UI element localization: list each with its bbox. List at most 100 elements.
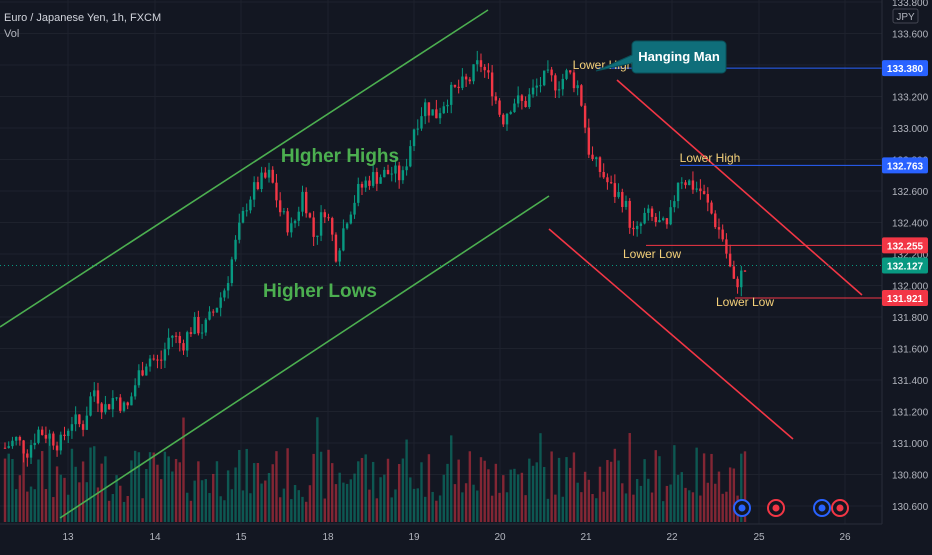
volume-bar: [401, 458, 405, 522]
volume-bar: [635, 478, 639, 522]
candle-body: [241, 210, 245, 223]
candle-body: [661, 218, 665, 221]
callout-bubble: [595, 40, 727, 74]
candle-body: [394, 165, 397, 174]
volume-bar: [245, 448, 248, 522]
volume-bar: [505, 492, 509, 522]
volume-bar: [673, 445, 676, 522]
volume-bar: [360, 457, 364, 522]
candle-body: [93, 390, 96, 397]
candle-body: [409, 146, 412, 167]
volume-bar: [297, 490, 300, 522]
volume-indicator-label[interactable]: Vol: [4, 28, 20, 40]
candle-body: [360, 183, 364, 188]
economic-event-icon[interactable]: [767, 499, 785, 517]
volume-bar: [368, 489, 371, 522]
candle-body: [494, 96, 498, 101]
candle-body: [260, 172, 263, 190]
volume-bar: [219, 496, 222, 522]
volume-bar: [643, 459, 646, 522]
callout-text: Hanging Man: [638, 49, 720, 64]
volume-bar: [606, 460, 609, 522]
price-tick-label: 131.400: [892, 376, 929, 387]
volume-bar: [717, 471, 721, 522]
candle-body: [141, 370, 144, 376]
price-mark-label: 131.921: [887, 294, 924, 305]
volume-bar: [609, 461, 613, 522]
candle-body: [743, 270, 747, 272]
volume-bar: [621, 483, 624, 522]
volume-bar: [267, 473, 271, 522]
candle-body: [193, 316, 196, 334]
candle-body: [420, 116, 423, 129]
price-tick-label: 132.200: [892, 250, 929, 261]
volume-bar: [732, 468, 736, 522]
volume-bar: [706, 482, 710, 522]
volume-bar: [457, 459, 460, 522]
price-mark: 132.763: [882, 157, 928, 174]
volume-bar: [613, 448, 617, 522]
candle-body: [386, 169, 390, 175]
price-tick-label: 133.000: [892, 124, 929, 135]
volume-bar: [278, 497, 282, 522]
price-mark: 132.255: [882, 237, 928, 254]
candle-body: [554, 75, 557, 91]
candle-body: [639, 223, 643, 226]
volume-bar: [189, 500, 193, 522]
candle-body: [126, 402, 129, 406]
volume-bar: [126, 496, 129, 522]
volume-bar: [446, 463, 449, 522]
volume-bar: [561, 496, 564, 522]
price-mark-label: 133.380: [887, 64, 924, 75]
time-tick-label: 15: [235, 532, 247, 543]
economic-event-icon[interactable]: [733, 499, 751, 517]
time-tick-label: 14: [149, 532, 161, 543]
candle-body: [535, 85, 538, 88]
volume-bar: [260, 483, 263, 522]
candle-body: [267, 169, 271, 178]
candle-body: [111, 398, 115, 410]
volume-bar: [22, 448, 25, 522]
volume-bar: [89, 447, 92, 522]
annotation-label: Lower Low: [623, 247, 681, 261]
candle-body: [476, 60, 479, 65]
volume-bar: [349, 479, 353, 522]
volume-bar: [256, 463, 260, 522]
candle-body: [528, 94, 531, 108]
volume-bar: [308, 485, 312, 522]
candle-body: [353, 202, 356, 215]
candle-body: [524, 100, 527, 108]
price-tick-label: 131.600: [892, 345, 929, 356]
currency-label: JPY: [896, 12, 915, 23]
economic-event-icon[interactable]: [813, 499, 831, 517]
volume-bar: [524, 495, 527, 522]
volume-bar: [587, 479, 591, 522]
volume-bar: [487, 469, 490, 522]
volume-bar: [572, 452, 576, 522]
candle-body: [691, 180, 695, 190]
volume-bar: [122, 501, 126, 522]
volume-bar: [200, 480, 204, 522]
candle-body: [561, 78, 564, 90]
volume-bar: [431, 491, 434, 522]
candle-body: [301, 191, 304, 212]
volume-bar: [528, 458, 531, 522]
candle-body: [145, 366, 148, 376]
economic-event-icon[interactable]: [831, 499, 849, 517]
volume-bar: [223, 500, 226, 522]
candle-body: [26, 453, 29, 458]
candle-body: [290, 223, 293, 233]
symbol-title[interactable]: Euro / Japanese Yen, 1h, FXCM: [4, 12, 162, 24]
price-tick-label: 130.600: [892, 502, 929, 513]
candle-body: [100, 403, 103, 413]
candle-body: [680, 182, 683, 184]
volume-bar: [238, 449, 241, 522]
volume-bar: [81, 461, 85, 522]
candle-body: [550, 69, 553, 76]
price-mark: 131.921: [882, 289, 928, 306]
volume-bar: [197, 461, 200, 522]
volume-bar: [271, 464, 274, 522]
candle-body: [22, 440, 25, 454]
